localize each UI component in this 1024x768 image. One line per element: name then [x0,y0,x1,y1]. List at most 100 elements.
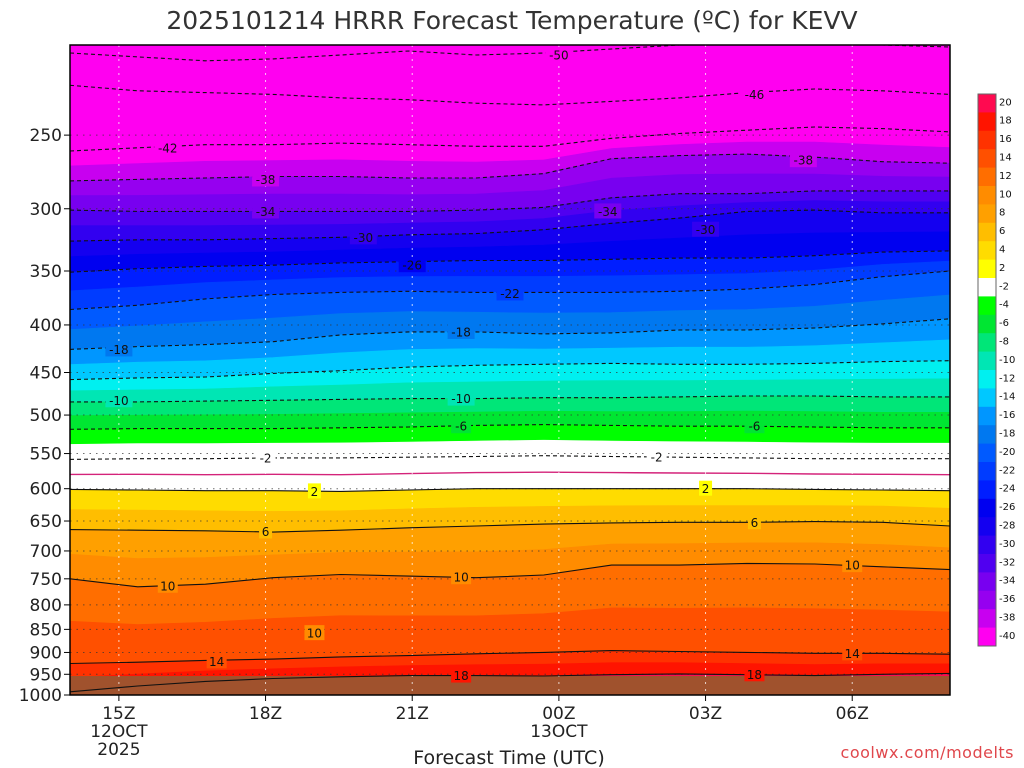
colorbar-swatch [978,296,996,316]
colorbar-label: -26 [999,502,1015,513]
x-tick-label: 03Z [689,704,722,724]
ground-surface [70,676,950,695]
colorbar-swatch [978,443,996,463]
isotherm-label-bg [594,203,622,219]
y-tick-label: 1000 [19,686,62,706]
isotherm-label-bg [451,667,472,683]
colorbar-swatch [978,627,996,647]
colorbar-swatch [978,167,996,187]
colorbar-swatch [978,351,996,371]
x-tick-label: 15Z [102,704,135,724]
isotherm-label-bg [252,171,280,187]
colorbar-label: -12 [999,373,1015,384]
colorbar-swatch [978,388,996,408]
isotherm-label-bg [699,480,713,496]
colorbar-swatch [978,609,996,628]
isotherm-label-bg [451,418,472,434]
colorbar-swatch [978,314,996,334]
plot-area: -50-46-42-38-38-34 -34-30-30-26-22-18-18-… [70,45,950,695]
isotherm-label-bg [252,203,280,219]
colorbar-label: 10 [999,189,1012,200]
colorbar-label: 6 [999,226,1005,237]
isotherm-line [70,562,950,588]
y-tick-label: 400 [30,316,62,336]
credit-link[interactable]: coolwx.com/modelts [841,743,1014,762]
isotherm-label-bg [259,523,273,539]
colorbar-label: -18 [999,429,1015,440]
isotherm-line [70,672,950,693]
isotherm-label: -10 [451,392,471,406]
isotherm-label: 14 [209,655,224,669]
isotherm-label-bg [307,483,321,499]
isotherm-label-bg [545,46,573,62]
freezing-line [70,471,950,476]
x-tick-label: 12OCT [90,722,148,742]
colorbar-label: -40 [999,631,1015,642]
isotherm-label-bg [154,139,182,155]
isotherm-line [70,521,950,533]
isotherm-label-bg [747,514,761,530]
colorbar-label: -38 [999,613,1015,624]
isotherm-label: 18 [747,668,762,682]
isotherm-label-bg [451,569,472,585]
colorbar-label: 12 [999,171,1012,182]
isotherm-label-bg [304,625,325,641]
isotherm-label: -30 [696,223,716,237]
isotherm-label-bg [692,221,720,237]
colorbar-label: -28 [999,521,1015,532]
isotherm-label-bg [206,653,227,669]
y-tick-label: 300 [30,200,62,220]
colorbar-swatch [978,259,996,279]
colorbar-label: -2 [999,281,1009,292]
colorbar-swatch [978,498,996,518]
colorbar-label: 20 [999,97,1012,108]
colorbar-swatch [978,425,996,444]
isotherm-label: -2 [651,451,663,465]
isotherm-label: -34 [598,205,618,219]
y-axis: 250 300 350 400 450 500 550 600 650 700 750 800 850 9… [19,126,70,706]
colorbar-swatch [978,278,996,297]
isotherm-label-bg [255,449,276,465]
isotherm-label: -18 [451,325,471,339]
isotherm-label-bg [496,285,524,301]
y-tick-label: 500 [30,406,62,426]
isotherm-label: -2 [260,451,272,465]
colorbar-label: -34 [999,576,1015,587]
isotherm-label-bg [447,323,475,339]
isotherm-label: -10 [109,394,129,408]
colorbar-label: -36 [999,594,1015,605]
y-tick-label: 600 [30,480,62,500]
isotherm-label-bg [398,257,426,273]
y-tick-label: 650 [30,512,62,532]
isotherm-label: 14 [845,647,860,661]
x-axis-label: Forecast Time (UTC) [413,747,604,768]
colorbar-label: -8 [999,337,1009,348]
isotherm-label-bg [740,86,768,102]
isotherm-label: -6 [455,420,467,434]
colorbar-swatch [978,590,996,610]
colorbar-label: -10 [999,355,1015,366]
isotherm-label: 10 [453,571,468,585]
temperature-fill [70,45,950,695]
y-tick-label: 750 [30,570,62,590]
isotherm-label: -30 [354,231,374,245]
colorbar-swatch [978,370,996,389]
colorbar-label: 4 [999,245,1005,256]
plot-frame [69,44,951,696]
y-tick-label: 700 [30,542,62,562]
colorbar-label: -6 [999,318,1009,329]
isotherm-label: -22 [500,287,520,301]
y-tick-label: 550 [30,445,62,465]
isotherm-label: 2 [702,482,710,496]
colorbar-label: -32 [999,557,1015,568]
y-tick-label: 250 [30,126,62,146]
isotherm-label-bg [646,449,667,465]
colorbar-label: -20 [999,447,1015,458]
colorbar-swatch [978,130,996,150]
x-tick-label: 06Z [836,704,869,724]
isotherm-label-bg [744,418,765,434]
isotherm-label: -34 [256,205,276,219]
colorbar-label: -14 [999,392,1015,403]
colorbar: 20 18 16 14 12 10 8 6 4 2 -2 -4 -6 -8 -10 -12 -14 -16 -18 -… [977,93,1015,647]
